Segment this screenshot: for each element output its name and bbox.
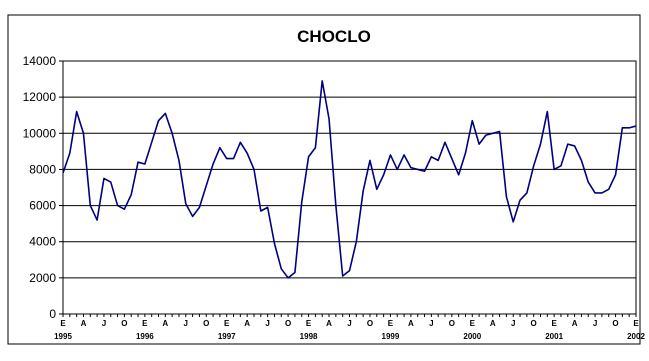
x-month-label: J [102,319,106,328]
y-tick-label: 14000 [23,54,57,68]
x-year-label: 1997 [218,332,236,341]
x-month-label: A [244,319,250,328]
x-month-label: J [184,319,188,328]
y-tick-label: 0 [49,307,56,321]
x-month-label: E [551,319,557,328]
series-layer [62,80,637,279]
x-month-label: E [388,319,394,328]
x-month-label: A [572,319,578,328]
x-month-label: E [60,319,66,328]
x-month-label: O [449,319,455,328]
x-month-label: J [347,319,351,328]
x-axis-ticks: E A J O E A J O E A J O E A J O E A J O E A J O E A J O E 1995 1996 199… [54,314,645,341]
x-year-label: 1998 [300,332,318,341]
x-month-label: J [265,319,269,328]
x-month-label: E [306,319,312,328]
x-month-label: E [470,319,476,328]
y-tick-label: 6000 [29,199,56,213]
y-tick-label: 12000 [23,90,57,104]
x-month-label: A [326,319,332,328]
chart-title: CHOCLO [297,27,371,46]
chart-frame [7,14,641,345]
x-month-label: E [142,319,148,328]
x-year-label: 2001 [545,332,563,341]
x-month-label: A [408,319,414,328]
x-year-label: 1995 [54,332,72,341]
x-month-label: J [429,319,433,328]
x-month-label: O [367,319,373,328]
x-month-label: A [490,319,496,328]
y-tick-label: 8000 [29,162,56,176]
x-month-label: O [531,319,537,328]
x-month-label: E [224,319,230,328]
y-tick-label: 10000 [23,126,57,140]
x-month-label: O [203,319,209,328]
grid-lines [63,96,636,279]
x-month-label: O [612,319,618,328]
y-tick-label: 4000 [29,235,56,249]
x-year-label: 2000 [463,332,481,341]
y-tick-label: 2000 [29,271,56,285]
x-month-label: O [121,319,127,328]
x-year-label: 1999 [382,332,400,341]
x-year-label: 2002 [627,332,645,341]
x-month-label: A [81,319,87,328]
x-month-label: A [162,319,168,328]
y-axis-ticks: 0 2000 4000 6000 8000 10000 12000 14000 [23,54,63,321]
x-year-label: 1996 [136,332,154,341]
x-month-label: O [285,319,291,328]
x-month-label: E [633,319,639,328]
x-month-label: J [593,319,597,328]
x-month-label: J [511,319,515,328]
